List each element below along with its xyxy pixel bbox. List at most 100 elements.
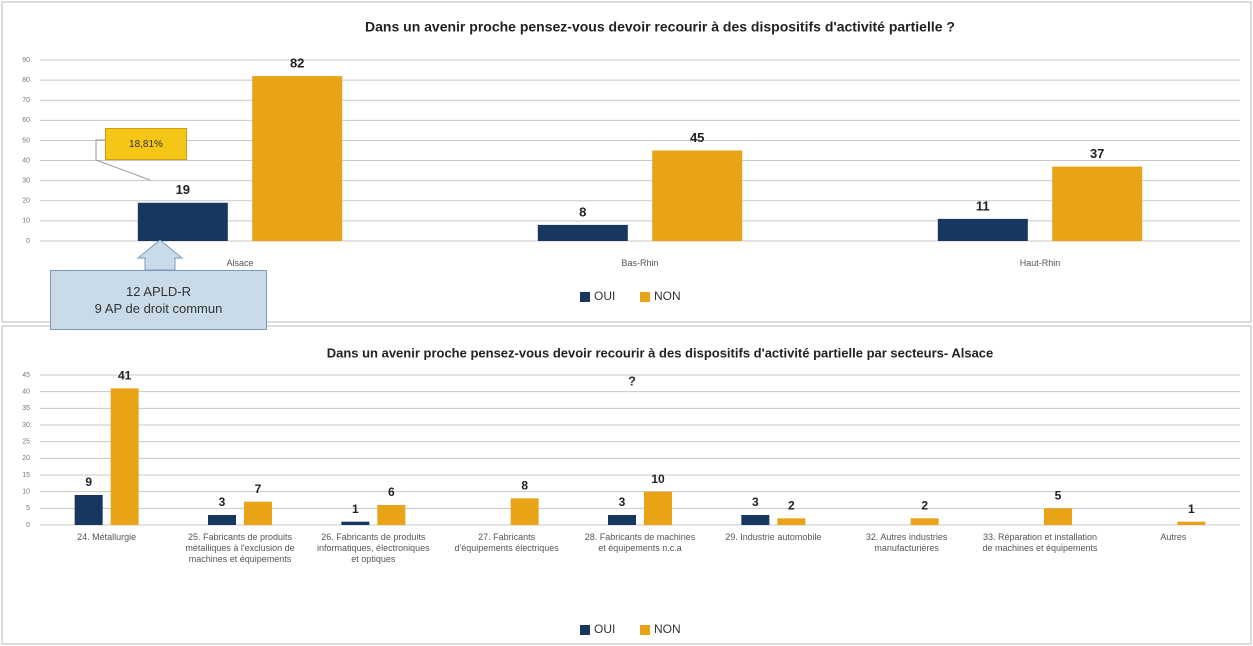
y-tick-label: 30: [22, 178, 30, 185]
y-tick-label: 10: [22, 218, 30, 225]
x-tick-label-box: Bas-Rhin: [621, 258, 658, 268]
y-tick-label: 0: [26, 522, 30, 529]
legend-label: OUI: [594, 289, 615, 303]
value-label: 82: [290, 56, 304, 71]
x-tick-label: 29. Industrie automobile: [725, 532, 822, 542]
legend-swatch: [580, 625, 590, 635]
annotation: ?: [628, 373, 636, 388]
bar: [377, 505, 406, 525]
y-tick-label: 0: [26, 238, 30, 245]
chart-title: Dans un avenir proche pensez-vous devoir…: [327, 345, 994, 360]
value-label: 37: [1090, 146, 1104, 161]
y-tick-label: 5: [26, 505, 30, 512]
value-label: 41: [118, 369, 132, 383]
annotation: 9 AP de droit commun: [94, 301, 223, 316]
bar: [777, 518, 806, 525]
bar: [1177, 521, 1206, 525]
bar: [110, 388, 139, 525]
x-tick-label-box: 27. Fabricants d'équipements électriques: [454, 532, 559, 553]
value-label: 45: [690, 130, 704, 145]
x-tick-label-box: 28. Fabricants de machines et équipement…: [584, 532, 696, 553]
annotation: 12 APLD-R: [125, 284, 192, 299]
x-tick-label-box: 29. Industrie automobile: [725, 532, 822, 542]
value-label: 6: [388, 485, 395, 499]
callout-line: [95, 139, 151, 181]
y-tick-label: 20: [22, 198, 30, 205]
x-tick-label-box: Haut-Rhin: [1019, 258, 1061, 268]
value-label: 3: [752, 495, 759, 509]
bar: [1044, 508, 1072, 525]
value-label: 1: [1188, 502, 1195, 516]
y-tick-label: 40: [22, 157, 30, 164]
x-tick-label: 27. Fabricants d'équipements électriques: [454, 532, 559, 553]
bar: [937, 218, 1028, 241]
x-tick-label-box: Autres: [1160, 532, 1187, 542]
legend-swatch: [580, 292, 590, 302]
y-tick-label: 90: [22, 57, 30, 64]
bar: [910, 518, 939, 525]
x-tick-label: Alsace: [226, 258, 254, 268]
value-label: 11: [976, 198, 990, 213]
bar: [644, 491, 672, 525]
value-label: 2: [788, 499, 795, 513]
x-tick-label-box: 26. Fabricants de produits informatiques…: [317, 532, 430, 564]
frame: [1, 1, 1252, 323]
y-tick-label: 10: [22, 489, 30, 496]
x-tick-label: 28. Fabricants de machines et équipement…: [584, 532, 696, 553]
bar: [537, 224, 628, 241]
legend-label: NON: [654, 622, 681, 636]
frame: [1, 325, 1252, 645]
x-tick-label: 25. Fabricants de produits métalliques à…: [185, 532, 295, 564]
x-tick-label: Haut-Rhin: [1019, 258, 1061, 268]
y-tick-label: 15: [22, 472, 30, 479]
x-tick-label: Autres: [1160, 532, 1187, 542]
bar: [74, 495, 103, 525]
bar: [341, 521, 370, 525]
value-label: 3: [219, 495, 226, 509]
legend-label: NON: [654, 289, 681, 303]
y-tick-label: 80: [22, 77, 30, 84]
value-label: 3: [619, 495, 626, 509]
value-label: 5: [1055, 489, 1062, 503]
x-tick-label: 24. Métallurgie: [77, 532, 137, 542]
y-tick-label: 20: [22, 455, 30, 462]
value-label: 9: [85, 475, 92, 489]
x-tick-label-box: 33. Réparation et installation de machin…: [982, 532, 1098, 553]
bar: [652, 150, 743, 241]
y-tick-label: 50: [22, 137, 30, 144]
y-tick-label: 25: [22, 439, 30, 446]
bar: [741, 515, 770, 525]
x-tick-label-box: 24. Métallurgie: [77, 532, 137, 542]
y-tick-label: 70: [22, 97, 30, 104]
x-tick-label-box: 32. Autres industries manufacturières: [865, 532, 948, 553]
value-label: 19: [176, 182, 190, 197]
x-tick-label: 32. Autres industries manufacturières: [865, 532, 948, 553]
value-label: 2: [921, 499, 928, 513]
y-tick-label: 60: [22, 117, 30, 124]
value-label: 8: [579, 204, 586, 219]
x-tick-label-box: 25. Fabricants de produits métalliques à…: [185, 532, 295, 564]
callout-arrow: [136, 239, 184, 271]
bar: [208, 515, 236, 525]
legend-swatch: [640, 625, 650, 635]
bar: [252, 76, 343, 241]
bar: [244, 501, 272, 525]
x-tick-label: 33. Réparation et installation de machin…: [982, 532, 1098, 553]
y-tick-label: 30: [22, 422, 30, 429]
bar: [510, 498, 539, 525]
x-tick-label: 26. Fabricants de produits informatiques…: [317, 532, 430, 564]
value-label: 8: [521, 479, 528, 493]
value-label: 7: [255, 482, 262, 496]
bar: [608, 515, 636, 525]
y-tick-label: 45: [22, 372, 30, 379]
y-tick-label: 40: [22, 389, 30, 396]
chart-title: Dans un avenir proche pensez-vous devoir…: [365, 19, 955, 35]
bar: [1052, 166, 1143, 241]
annotation: 18,81%: [105, 128, 187, 160]
legend-swatch: [640, 292, 650, 302]
value-label: 1: [352, 502, 359, 516]
bar: [137, 202, 228, 241]
y-tick-label: 35: [22, 405, 30, 412]
